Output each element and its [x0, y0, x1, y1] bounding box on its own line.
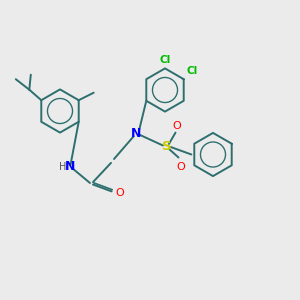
Text: S: S — [162, 140, 171, 154]
Text: Cl: Cl — [159, 55, 171, 65]
Text: O: O — [172, 121, 182, 130]
Text: H: H — [59, 161, 67, 172]
Text: O: O — [176, 162, 185, 172]
Text: O: O — [115, 188, 124, 198]
Text: N: N — [131, 127, 142, 140]
Text: N: N — [65, 160, 76, 173]
Text: Cl: Cl — [187, 66, 198, 76]
